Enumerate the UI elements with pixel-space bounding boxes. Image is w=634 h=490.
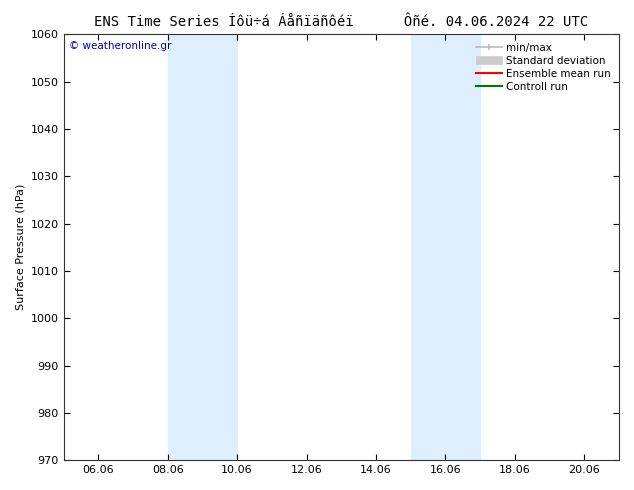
Bar [167,34,237,460]
Title: ENS Time Series Íôü÷á Áåñïäñôéï      Ôñé. 04.06.2024 22 UTC: ENS Time Series Íôü÷á Áåñïäñôéï Ôñé. 04.… [94,15,588,29]
Y-axis label: Surface Pressure (hPa): Surface Pressure (hPa) [15,184,25,311]
Text: © weatheronline.gr: © weatheronline.gr [69,41,171,51]
Bar [411,34,480,460]
Legend: min/max, Standard deviation, Ensemble mean run, Controll run: min/max, Standard deviation, Ensemble me… [472,40,614,95]
